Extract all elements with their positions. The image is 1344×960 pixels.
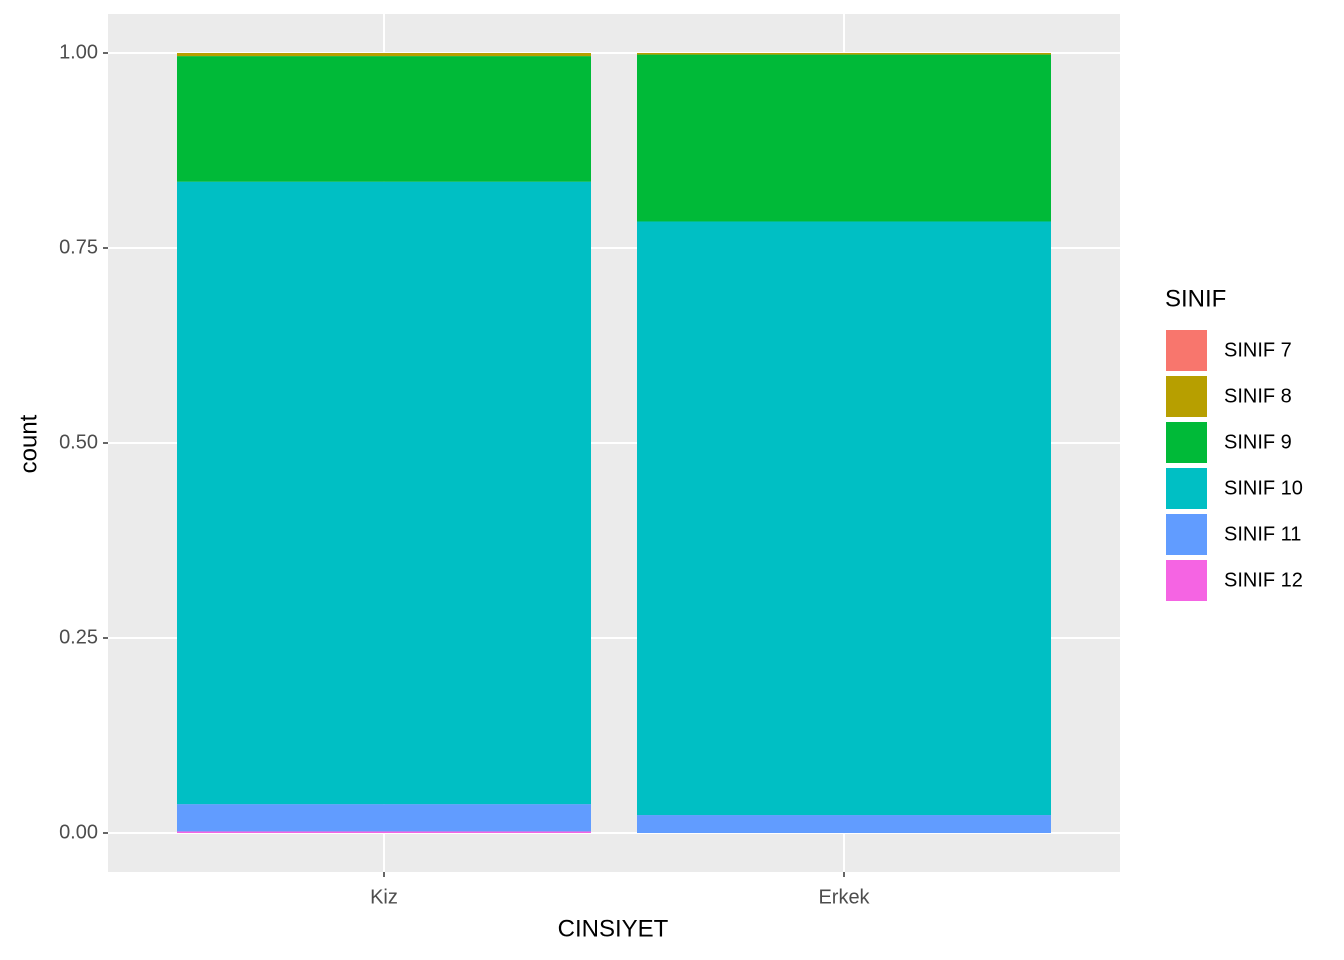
bar-segment	[177, 831, 591, 833]
legend-key	[1164, 328, 1209, 373]
x-tick-label: Kiz	[370, 886, 398, 908]
legend-label: SINIF 12	[1224, 569, 1303, 591]
legend-label: SINIF 10	[1224, 477, 1303, 499]
legend-label: SINIF 9	[1224, 431, 1292, 453]
y-tick-label: 1.00	[59, 41, 98, 63]
legend-key	[1164, 558, 1209, 603]
bar-segment	[637, 221, 1051, 816]
bar-segment	[637, 53, 1051, 55]
legend-key	[1164, 420, 1209, 465]
y-axis-title: count	[15, 414, 42, 473]
legend-label: SINIF 7	[1224, 339, 1292, 361]
legend-title: SINIF	[1165, 285, 1226, 312]
legend-key	[1164, 512, 1209, 557]
y-tick-label: 0.75	[59, 236, 98, 258]
y-tick-label: 0.50	[59, 431, 98, 453]
bar-segment	[177, 181, 591, 805]
x-tick-label: Erkek	[818, 886, 870, 908]
bar-segment	[177, 53, 591, 57]
bar-segment	[177, 804, 591, 832]
legend-label: SINIF 11	[1224, 523, 1301, 545]
y-tick-label: 0.25	[59, 626, 98, 648]
legend-key	[1164, 466, 1209, 511]
legend-key	[1164, 374, 1209, 419]
bar-segment	[637, 54, 1051, 222]
bar-segment	[637, 815, 1051, 833]
legend-label: SINIF 8	[1224, 385, 1292, 407]
x-axis-title: CINSIYET	[558, 915, 669, 942]
bar-segment	[177, 56, 591, 182]
y-tick-label: 0.00	[59, 821, 98, 843]
